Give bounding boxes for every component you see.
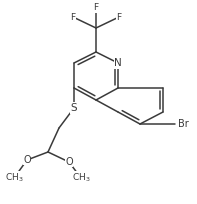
Text: F: F (71, 12, 76, 21)
Text: CH$_3$: CH$_3$ (5, 172, 23, 184)
Text: F: F (116, 12, 122, 21)
Text: N: N (114, 58, 122, 68)
Text: S: S (71, 103, 77, 113)
Text: O: O (65, 157, 73, 167)
Text: F: F (93, 3, 98, 12)
Text: Br: Br (178, 119, 189, 129)
Text: O: O (23, 155, 31, 165)
Text: CH$_3$: CH$_3$ (72, 172, 90, 184)
